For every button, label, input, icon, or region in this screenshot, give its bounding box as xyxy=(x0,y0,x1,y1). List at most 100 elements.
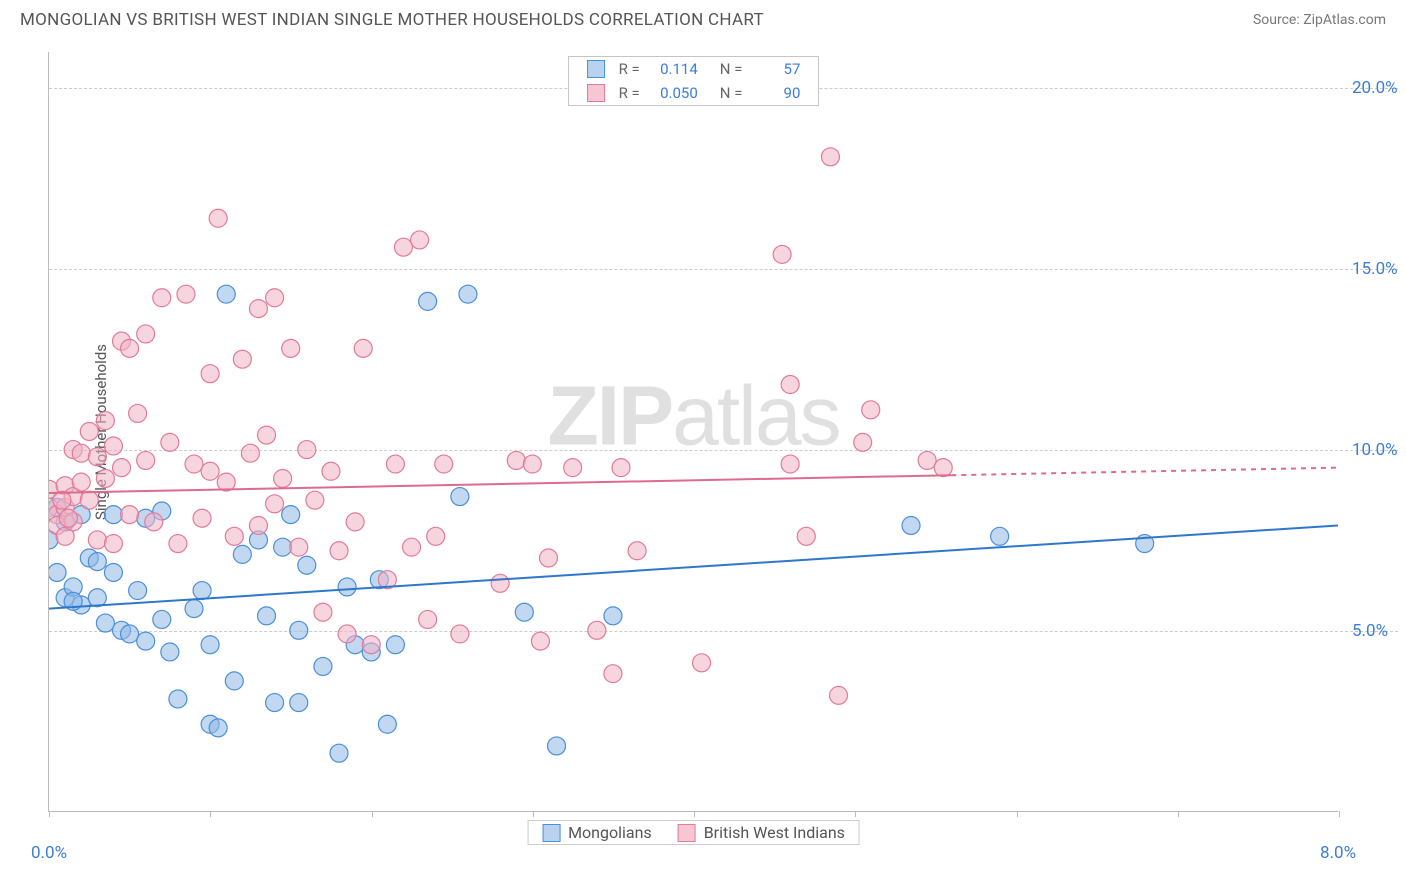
r-label: R = xyxy=(619,84,640,102)
data-point xyxy=(266,694,284,712)
legend-label: Mongolians xyxy=(568,823,652,842)
data-point xyxy=(403,538,421,556)
r-value: 0.050 xyxy=(648,84,698,102)
data-point xyxy=(612,459,630,477)
n-label: N = xyxy=(720,60,743,78)
stats-legend-row: R =0.050N =90 xyxy=(569,81,819,105)
data-point xyxy=(104,506,122,524)
data-point xyxy=(491,574,509,592)
data-point xyxy=(225,527,243,545)
data-point xyxy=(862,401,880,419)
trend-line-extrapolated xyxy=(951,468,1338,476)
data-point xyxy=(564,459,582,477)
legend-swatch xyxy=(587,84,605,102)
data-point xyxy=(258,426,276,444)
trend-line xyxy=(49,475,951,493)
data-point xyxy=(233,350,251,368)
y-tick-label: 10.0% xyxy=(1352,440,1406,460)
data-point xyxy=(72,473,90,491)
legend-item: British West Indians xyxy=(678,823,845,842)
r-value: 0.114 xyxy=(648,60,698,78)
data-point xyxy=(781,455,799,473)
data-point xyxy=(934,459,952,477)
legend-swatch xyxy=(587,60,605,78)
n-label: N = xyxy=(720,84,743,102)
x-label-max: 8.0% xyxy=(1320,843,1356,863)
data-point xyxy=(451,488,469,506)
data-point xyxy=(419,292,437,310)
n-value: 57 xyxy=(750,60,800,78)
data-point xyxy=(628,542,646,560)
data-point xyxy=(185,455,203,473)
chart-title: MONGOLIAN VS BRITISH WEST INDIAN SINGLE … xyxy=(20,10,764,30)
data-point xyxy=(201,462,219,480)
legend-swatch xyxy=(678,824,696,842)
data-point xyxy=(386,455,404,473)
data-point xyxy=(330,542,348,560)
data-point xyxy=(88,553,106,571)
data-point xyxy=(314,657,332,675)
data-point xyxy=(96,412,114,430)
data-point xyxy=(161,643,179,661)
data-point xyxy=(72,444,90,462)
data-point xyxy=(918,451,936,469)
data-point xyxy=(121,506,139,524)
scatter-plot-svg xyxy=(49,52,1338,811)
data-point xyxy=(427,527,445,545)
data-point xyxy=(322,462,340,480)
stats-legend-row: R = 0.114 N = 57 xyxy=(569,57,819,81)
data-point xyxy=(217,285,235,303)
data-point xyxy=(419,610,437,628)
data-point xyxy=(507,451,525,469)
data-point xyxy=(298,556,316,574)
data-point xyxy=(53,491,71,509)
data-point xyxy=(145,513,163,531)
data-point xyxy=(386,636,404,654)
source-attribution: Source: ZipAtlas.com xyxy=(1253,12,1386,28)
data-point xyxy=(338,578,356,596)
data-point xyxy=(169,690,187,708)
data-point xyxy=(209,209,227,227)
data-point xyxy=(266,495,284,513)
data-point xyxy=(338,625,356,643)
r-label: R = xyxy=(619,60,640,78)
data-point xyxy=(129,404,147,422)
legend-item: Mongolians xyxy=(542,823,652,842)
data-point xyxy=(290,538,308,556)
data-point xyxy=(451,625,469,643)
data-point xyxy=(201,636,219,654)
data-point xyxy=(314,603,332,621)
data-point xyxy=(539,549,557,567)
data-point xyxy=(177,285,195,303)
data-point xyxy=(830,686,848,704)
data-point xyxy=(225,672,243,690)
data-point xyxy=(80,491,98,509)
stats-legend: R =0.114N =57R =0.050N =90 xyxy=(568,56,820,106)
data-point xyxy=(378,715,396,733)
data-point xyxy=(185,600,203,618)
data-point xyxy=(854,433,872,451)
data-point xyxy=(209,719,227,737)
data-point xyxy=(298,441,316,459)
data-point xyxy=(821,148,839,166)
data-point xyxy=(153,610,171,628)
data-point xyxy=(515,603,533,621)
data-point xyxy=(193,509,211,527)
data-point xyxy=(548,737,566,755)
data-point xyxy=(604,665,622,683)
data-point xyxy=(121,339,139,357)
data-point xyxy=(282,339,300,357)
data-point xyxy=(201,365,219,383)
data-point xyxy=(411,231,429,249)
data-point xyxy=(113,459,131,477)
legend-swatch xyxy=(542,824,560,842)
data-point xyxy=(394,238,412,256)
x-label-min: 0.0% xyxy=(31,843,67,863)
data-point xyxy=(330,744,348,762)
data-point xyxy=(169,535,187,553)
legend-label: British West Indians xyxy=(704,823,845,842)
data-point xyxy=(49,563,66,581)
data-point xyxy=(96,614,114,632)
data-point xyxy=(693,654,711,672)
data-point xyxy=(362,636,380,654)
